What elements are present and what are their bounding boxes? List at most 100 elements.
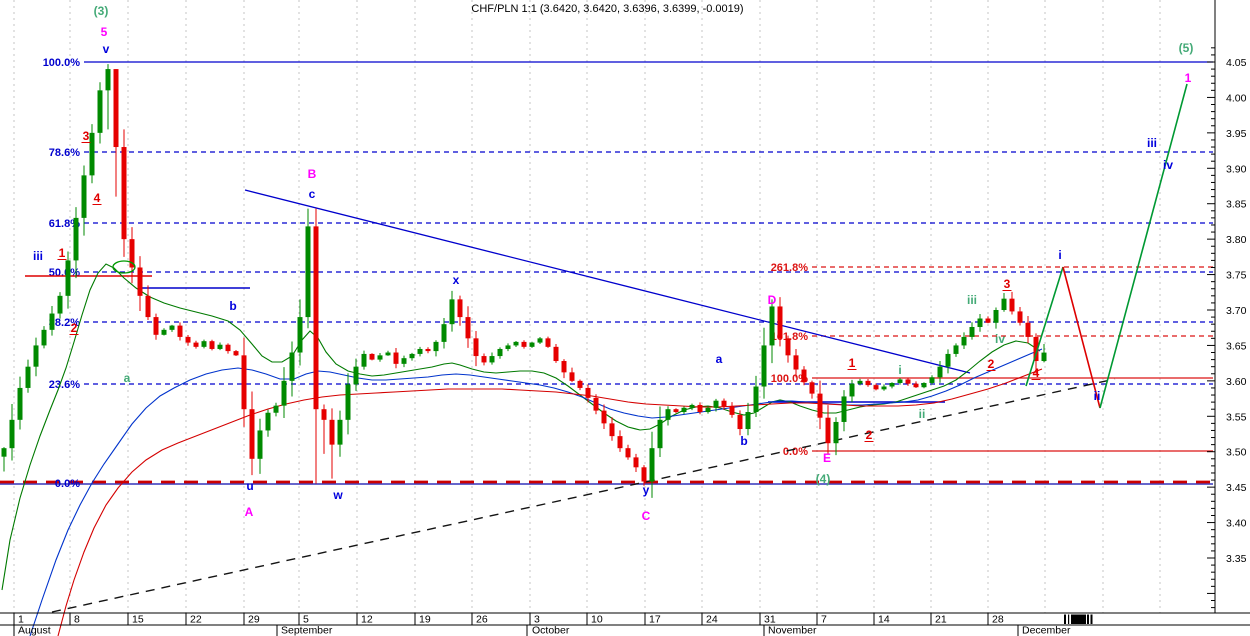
- candle-body: [489, 356, 495, 363]
- wave-label[interactable]: b: [740, 434, 747, 448]
- wave-label[interactable]: i: [1058, 248, 1061, 262]
- wave-label[interactable]: 2: [988, 357, 995, 371]
- candle-body: [473, 338, 479, 357]
- candle-body: [401, 358, 407, 364]
- wave-label[interactable]: D: [768, 293, 777, 307]
- week-label: 5: [303, 614, 309, 626]
- week-label: 28: [992, 614, 1004, 626]
- y-axis-label: 3.60: [1226, 376, 1247, 388]
- timeline-position-marker[interactable]: [1068, 614, 1070, 625]
- candle-body: [945, 353, 951, 367]
- candle-body: [921, 382, 927, 388]
- wave-label[interactable]: 2: [866, 428, 873, 442]
- candle-body: [353, 366, 359, 385]
- wave-label[interactable]: (4): [816, 472, 831, 486]
- wave-label[interactable]: E: [823, 451, 831, 465]
- wave-label[interactable]: 3: [83, 129, 90, 143]
- annotation-ellipse[interactable]: [112, 260, 136, 274]
- candle-body: [385, 352, 391, 356]
- candle-body: [297, 317, 303, 353]
- candle-body: [73, 217, 79, 261]
- wave-label[interactable]: 4: [94, 191, 101, 205]
- support-trendline-black-dashed[interactable]: [51, 378, 1116, 613]
- candle-body: [689, 404, 695, 408]
- wave-projection-red[interactable]: [1062, 266, 1101, 409]
- wave-label[interactable]: u: [246, 479, 253, 493]
- wave-label[interactable]: w: [332, 488, 343, 502]
- candle-body: [665, 409, 671, 420]
- wave-label[interactable]: C: [642, 509, 651, 523]
- wave-label[interactable]: ii: [919, 407, 926, 421]
- candle-body: [929, 377, 935, 383]
- timeline-position-marker[interactable]: [1071, 614, 1086, 625]
- candle-body: [241, 355, 247, 410]
- wave-label[interactable]: 3: [1004, 277, 1011, 291]
- candle-body: [721, 400, 727, 407]
- wave-label[interactable]: 1: [59, 246, 66, 260]
- wave-projection-green[interactable]: [1099, 83, 1188, 409]
- y-axis-label: 3.95: [1226, 128, 1247, 140]
- candle-body: [337, 419, 343, 445]
- wave-label[interactable]: iii: [33, 249, 43, 263]
- wave-label[interactable]: c: [309, 187, 316, 201]
- wave-label[interactable]: 5: [101, 25, 108, 39]
- candle-body: [801, 369, 807, 383]
- wave-label[interactable]: 1: [849, 356, 856, 370]
- wave-label[interactable]: x: [453, 273, 460, 287]
- candle-body: [889, 382, 895, 387]
- wave-label[interactable]: ii: [1094, 389, 1101, 403]
- wave-label[interactable]: 4: [1033, 366, 1040, 380]
- fib-blue-level-label: 78.6%: [49, 147, 80, 159]
- fib-blue-level-label: 50.0%: [49, 267, 80, 279]
- fib-blue-level-label: 23.6%: [49, 379, 80, 391]
- candle-body: [81, 175, 87, 218]
- wave-label[interactable]: a: [716, 352, 723, 366]
- candle-body: [785, 338, 791, 356]
- candle-body: [985, 318, 991, 323]
- wave-label[interactable]: b: [229, 299, 236, 313]
- wave-label[interactable]: a: [124, 371, 131, 385]
- candle-body: [633, 457, 639, 468]
- candle-body: [769, 306, 775, 346]
- wave-label[interactable]: i: [898, 363, 901, 377]
- moving-average-blue: [29, 348, 1043, 636]
- candle-body: [969, 327, 975, 337]
- wave-label[interactable]: 1: [1185, 71, 1192, 85]
- week-label: 8: [74, 614, 80, 626]
- timeline-position-marker[interactable]: [1090, 614, 1093, 625]
- candle-body: [529, 342, 535, 347]
- resistance-trendline-blue[interactable]: [244, 189, 971, 374]
- wave-label[interactable]: 2: [71, 321, 78, 335]
- week-label: 22: [190, 614, 202, 626]
- candle-body: [817, 393, 823, 418]
- candle-body: [441, 324, 447, 342]
- wave-label[interactable]: v: [103, 42, 110, 56]
- week-label: 29: [248, 614, 260, 626]
- fib-red-level-label: 0.0%: [783, 446, 808, 458]
- candle-body: [497, 348, 503, 357]
- week-label: 3: [534, 614, 540, 626]
- wave-label[interactable]: iv: [1163, 158, 1173, 172]
- wave-label[interactable]: iii: [1147, 136, 1157, 150]
- candle-body: [961, 336, 967, 346]
- wave-label[interactable]: B: [308, 167, 317, 181]
- candle-body: [745, 412, 751, 430]
- candle-body: [1041, 352, 1047, 362]
- wave-label[interactable]: (3): [94, 4, 109, 18]
- candle-body: [433, 341, 439, 352]
- wave-label[interactable]: (5): [1179, 41, 1194, 55]
- month-label: August: [18, 625, 51, 636]
- timeline-position-marker[interactable]: [1087, 614, 1089, 625]
- candle-body: [225, 344, 231, 352]
- wave-label[interactable]: iv: [995, 332, 1005, 346]
- timeline-position-marker[interactable]: [1064, 614, 1066, 625]
- wave-projection-green[interactable]: [1025, 266, 1064, 387]
- candle-body: [113, 69, 119, 148]
- wave-label[interactable]: A: [245, 505, 254, 519]
- candle-body: [369, 353, 375, 360]
- wave-label[interactable]: iii: [967, 293, 977, 307]
- y-axis-label: 3.65: [1226, 340, 1247, 352]
- candle-body: [409, 353, 415, 359]
- wave-label[interactable]: y: [643, 483, 650, 497]
